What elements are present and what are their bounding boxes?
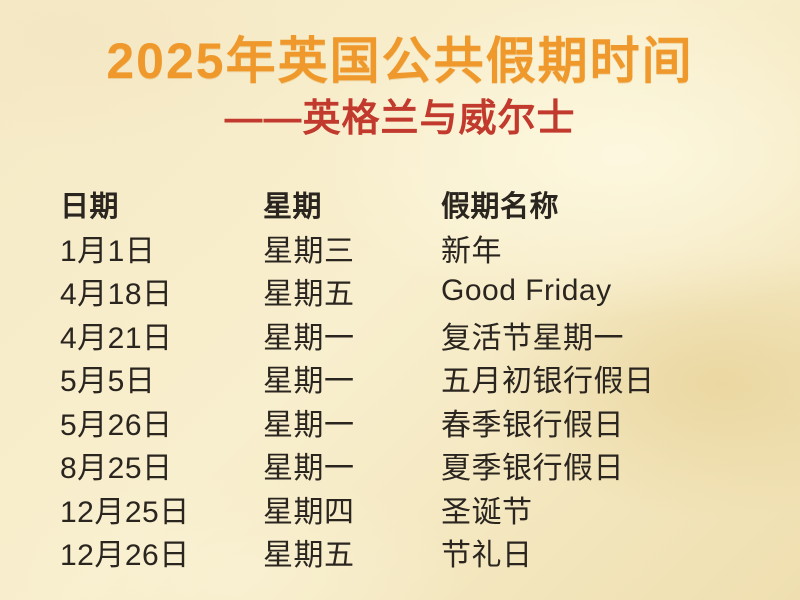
cell-holiday-name: 夏季银行假日 bbox=[441, 452, 624, 485]
holiday-table: 日期 星期 假期名称 1月1日 星期三 新年 4月18日 星期五 Good Fr… bbox=[60, 182, 770, 574]
cell-holiday-name: 节礼日 bbox=[441, 539, 533, 572]
cell-date: 8月25日 bbox=[60, 452, 173, 485]
cell-holiday-name: 复活节星期一 bbox=[441, 321, 624, 355]
table-row: 5月26日 星期一 春季银行假日 bbox=[60, 400, 770, 444]
column-header-weekday: 星期 bbox=[263, 190, 323, 223]
cell-weekday: 星期一 bbox=[263, 321, 355, 355]
table-row: 4月21日 星期一 复活节星期一 bbox=[60, 313, 770, 357]
cell-holiday-name: 新年 bbox=[441, 234, 502, 268]
table-row: 8月25日 星期一 夏季银行假日 bbox=[60, 443, 770, 487]
cell-weekday: 星期一 bbox=[263, 452, 355, 485]
table-row: 12月25日 星期四 圣诞节 bbox=[60, 487, 770, 531]
cell-date: 5月26日 bbox=[60, 408, 173, 442]
cell-date: 4月21日 bbox=[60, 321, 173, 355]
page-subtitle: ——英格兰与威尔士 bbox=[224, 98, 576, 140]
cell-holiday-name: 五月初银行假日 bbox=[441, 365, 655, 398]
cell-holiday-name: 圣诞节 bbox=[441, 495, 533, 529]
table-header-row: 日期 星期 假期名称 bbox=[60, 182, 770, 226]
cell-weekday: 星期五 bbox=[263, 539, 355, 572]
table-row: 4月18日 星期五 Good Friday bbox=[60, 269, 770, 313]
cell-date: 12月26日 bbox=[60, 539, 190, 572]
cell-holiday-name: 春季银行假日 bbox=[441, 408, 624, 442]
column-header-holiday-name: 假期名称 bbox=[441, 190, 560, 223]
table-row: 5月5日 星期一 五月初银行假日 bbox=[60, 356, 770, 400]
column-header-date: 日期 bbox=[60, 190, 120, 223]
cell-weekday: 星期五 bbox=[263, 278, 355, 311]
cell-holiday-name: Good Friday bbox=[441, 274, 612, 307]
cell-weekday: 星期一 bbox=[263, 408, 355, 442]
cell-date: 1月1日 bbox=[60, 234, 156, 268]
table-row: 12月26日 星期五 节礼日 bbox=[60, 530, 770, 574]
cell-weekday: 星期三 bbox=[263, 234, 355, 268]
cell-date: 5月5日 bbox=[60, 365, 156, 398]
page-title: 2025年英国公共假期时间 bbox=[106, 33, 694, 89]
cell-weekday: 星期一 bbox=[263, 365, 355, 398]
cell-date: 12月25日 bbox=[60, 495, 190, 529]
table-row: 1月1日 星期三 新年 bbox=[60, 226, 770, 270]
cell-date: 4月18日 bbox=[60, 278, 173, 311]
cell-weekday: 星期四 bbox=[263, 495, 355, 529]
